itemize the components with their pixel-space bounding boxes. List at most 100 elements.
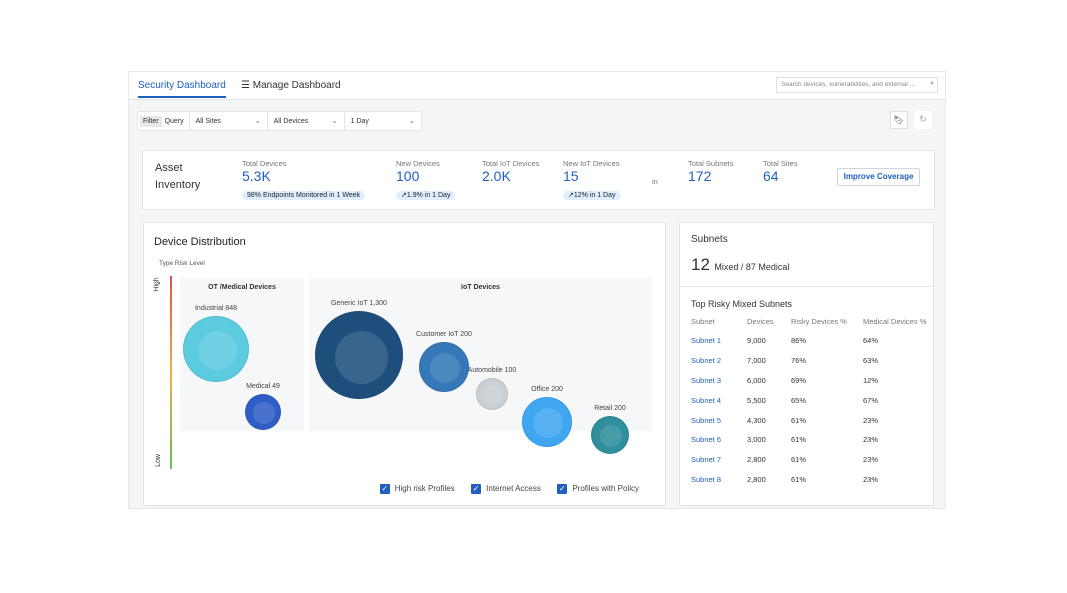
table-row: Subnet 1 9,000 86% 64% [691,331,931,351]
bubble-label: Generic IoT 1,300 [331,300,387,307]
bubble-office[interactable] [522,397,572,447]
asset-inventory-title: Asset Inventory [155,162,201,191]
bubble-industrial[interactable] [183,316,249,382]
bubble-customer-iot[interactable] [419,342,469,392]
table-cell: 69% [791,375,807,385]
tab-security-dashboard[interactable]: Security Dashboard [138,80,226,98]
legend-profiles-policy[interactable]: ✓ Profiles with Policy [557,483,639,494]
tab-label: Manage Dashboard [252,80,341,91]
table-cell: 63% [863,356,879,366]
filter-button[interactable]: Filter [140,115,162,127]
in-label: in [652,177,658,186]
search-icon[interactable]: ⌕ [930,80,934,87]
divider [680,286,933,287]
card-title: Subnets [691,234,728,245]
subnet-link[interactable]: Subnet 5 [691,415,722,425]
subnets-summary: 12 Mixed / 87 Medical [691,255,790,274]
bubble-label: Customer IoT 200 [416,331,472,338]
bubble-label: Industrial 848 [194,305,238,312]
device-distribution-card: Device Distribution Type Risk Level High… [143,222,666,506]
devices-value: All Devices [273,117,309,125]
table-cell: 12% [863,375,879,385]
table-row: Subnet 2 7,000 76% 63% [691,351,931,371]
metric-total-iot: Total IoT Devices 2.0K [482,159,540,184]
chevron-down-icon: ⌄ [331,118,338,125]
bubble-inner [430,353,461,384]
table-cell: 64% [863,336,879,346]
table-cell: 23% [863,415,879,425]
table-title: Top Risky Mixed Subnets [691,299,793,309]
table-cell: 65% [791,395,807,405]
subnet-link[interactable]: Subnet 2 [691,356,722,366]
bubble-inner [197,330,238,371]
table-cell: 5,500 [747,395,766,405]
badge: ↗1.9% in 1 Day [396,191,456,200]
legend-internet-access[interactable]: ✓ Internet Access [471,483,541,494]
table-cell: 2,800 [747,455,766,465]
table-cell: 6,000 [747,375,766,385]
improve-coverage-button[interactable]: Improve Coverage [837,168,920,186]
time-range-select[interactable]: 1 Day ⌄ [345,112,421,130]
query-button[interactable]: Query [164,117,184,125]
bubble-inner [533,408,564,439]
metric-total-sites: Total Sites 64 [763,159,798,184]
metric-new-iot: New IoT Devices 15 ↗12% in 1 Day [563,159,621,200]
table-row: Subnet 8 2,800 61% 23% [691,470,931,490]
card-title: Device Distribution [154,236,246,248]
app-window: Security Dashboard ☰ Manage Dashboard Se… [128,71,946,509]
table-cell: 3,000 [747,435,766,445]
metric-total-devices: Total Devices 5.3K 98% Endpoints Monitored… [242,159,366,202]
legend: ✓ High risk Profiles ✓ Internet Access ✓ Pr… [368,478,639,496]
devices-select[interactable]: All Devices ⌄ [268,112,345,130]
table-row: Subnet 5 4,300 61% 23% [691,410,931,430]
bubble-inner [599,424,623,448]
filter-bar: Filter Query All Sites ⌄ All Devices ⌄ 1 Da… [137,111,422,131]
search-placeholder: Search devices, vulnerabilities, and ext… [781,81,916,88]
table-row: Subnet 6 3,000 61% 23% [691,430,931,450]
bubble-retail[interactable] [591,416,629,454]
subnets-table: Subnet Devices Risky Devices % Medical Devi… [691,311,931,489]
risk-axis-line [170,276,172,469]
y-axis-title: Type Risk Level [159,260,205,267]
table-cell: 23% [863,435,879,445]
bubble-label: Office 200 [531,386,563,393]
metric-new-devices: New Devices 100 ↗1.9% in 1 Day [396,159,456,202]
badge: 98% Endpoints Monitored in 1 Week [242,191,366,200]
refresh-icon[interactable]: ↻ [914,111,932,129]
subnet-link[interactable]: Subnet 4 [691,395,722,405]
site-value: All Sites [195,117,221,125]
tab-manage-dashboard[interactable]: ☰ Manage Dashboard [241,80,341,91]
subnets-card: Subnets 12 Mixed / 87 Medical Top Risky … [679,222,934,506]
search-input[interactable]: Search devices, vulnerabilities, and ext… [776,77,938,93]
chevron-down-icon: ⌄ [408,118,415,125]
table-cell: 23% [863,455,879,465]
asset-inventory-card: Asset Inventory Total Devices 5.3K 98% Endp… [142,150,935,210]
subnet-link[interactable]: Subnet 6 [691,435,722,445]
range-value: 1 Day [350,117,369,125]
subnet-link[interactable]: Subnet 8 [691,474,722,484]
table-cell: 2,800 [747,474,766,484]
table-cell: 7,000 [747,356,766,366]
table-cell: 61% [791,474,807,484]
bubble-label: Automobile 100 [467,367,517,374]
subnet-link[interactable]: Subnet 1 [691,336,722,346]
table-cell: 61% [791,435,807,445]
checkbox-checked-icon: ✓ [557,483,568,494]
bubble-label: Medical 49 [246,383,280,390]
bubble-inner [253,402,275,424]
bubble-medical[interactable] [245,394,281,430]
badge: ↗12% in 1 Day [563,191,621,200]
checkbox-checked-icon: ✓ [379,483,390,494]
table-row: Subnet 3 6,000 69% 12% [691,371,931,391]
bubble-automobile[interactable] [476,378,508,410]
legend-high-risk[interactable]: ✓ High risk Profiles [379,483,455,494]
y-high-label: High [153,277,161,292]
header: Security Dashboard ☰ Manage Dashboard Se… [129,72,945,100]
bookmark-icon[interactable]: 🔖︎ [890,111,908,129]
subnet-link[interactable]: Subnet 3 [691,375,722,385]
bubble-generic-iot[interactable] [315,311,403,399]
bubble-label: Retail 200 [594,405,626,412]
subnet-link[interactable]: Subnet 7 [691,455,722,465]
site-select[interactable]: All Sites ⌄ [190,112,268,130]
metric-total-subnets: Total Subnets 172 [688,159,734,184]
